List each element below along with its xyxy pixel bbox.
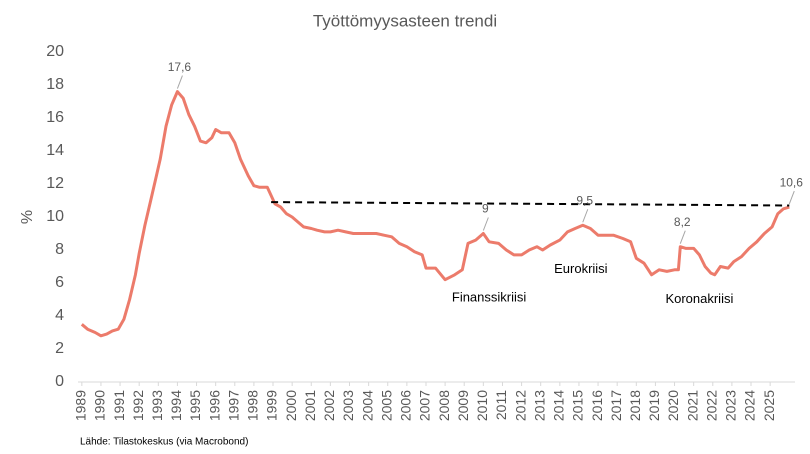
y-tick-label: 16 xyxy=(46,109,64,126)
leader-line xyxy=(176,75,183,89)
x-tick-label: 2024 xyxy=(742,390,758,421)
x-tick-label: 1998 xyxy=(245,390,261,421)
x-tick-label: 1999 xyxy=(264,390,280,421)
x-tick-label: 1995 xyxy=(187,390,203,421)
x-tick-label: 2003 xyxy=(340,390,356,421)
leader-line xyxy=(679,230,686,244)
x-tick-label: 2021 xyxy=(684,390,700,421)
y-tick-label: 10 xyxy=(46,208,64,225)
x-tick-label: 2000 xyxy=(283,390,299,421)
note: Eurokriisi xyxy=(554,261,608,276)
annotation: 17,6 xyxy=(168,60,192,74)
x-tick-label: 1997 xyxy=(225,390,241,421)
x-tick-label: 2012 xyxy=(512,390,528,421)
y-tick-label: 20 xyxy=(46,43,64,60)
x-tick-label: 2005 xyxy=(378,390,394,421)
y-tick-label: 12 xyxy=(46,175,64,192)
x-tick-label: 2008 xyxy=(436,390,452,421)
annotation: 10,6 xyxy=(780,175,804,189)
x-tick-label: 2001 xyxy=(302,390,318,421)
x-tick-label: 2004 xyxy=(359,390,375,421)
x-tick-label: 2025 xyxy=(761,390,777,421)
annotation: 9 xyxy=(482,202,489,216)
note: Koronakriisi xyxy=(665,291,733,306)
x-tick-label: 2018 xyxy=(627,390,643,421)
x-tick-label: 1994 xyxy=(168,390,184,421)
x-tick-label: 2020 xyxy=(665,390,681,421)
x-tick-label: 2022 xyxy=(703,390,719,421)
y-tick-label: 18 xyxy=(46,76,64,93)
x-tick-label: 2013 xyxy=(531,390,547,421)
x-tick-label: 2006 xyxy=(398,390,414,421)
x-tick-label: 2007 xyxy=(417,390,433,421)
x-tick-label: 2014 xyxy=(551,390,567,421)
x-tick-label: 1992 xyxy=(130,390,146,421)
x-tick-label: 1996 xyxy=(206,390,222,421)
x-tick-label: 2019 xyxy=(646,390,662,421)
x-tick-label: 1993 xyxy=(149,390,165,421)
x-tick-label: 1991 xyxy=(111,390,127,421)
y-tick-label: 4 xyxy=(55,307,64,324)
y-tick-label: 0 xyxy=(55,373,64,390)
x-tick-label: 2010 xyxy=(474,390,490,421)
x-tick-label: 1990 xyxy=(92,390,108,421)
x-tick-label: 2009 xyxy=(455,390,471,421)
x-tick-label: 2017 xyxy=(608,390,624,421)
x-tick-label: 2015 xyxy=(570,390,586,421)
annotation: 8,2 xyxy=(674,215,691,229)
annotation: 9,5 xyxy=(576,193,593,207)
x-tick-label: 2011 xyxy=(493,390,509,420)
y-tick-label: 8 xyxy=(55,241,64,258)
chart-title: Työttömyysasteen trendi xyxy=(313,11,497,30)
y-tick-label: 6 xyxy=(55,274,64,291)
y-axis-label: % xyxy=(19,210,36,224)
trend-line xyxy=(271,201,790,207)
source: Lähde: Tilastokeskus (via Macrobond) xyxy=(80,437,248,448)
leader-line xyxy=(582,209,589,223)
x-tick-label: 2023 xyxy=(723,390,739,421)
y-tick-label: 2 xyxy=(55,340,64,357)
leader-line xyxy=(788,190,795,205)
x-tick-label: 1989 xyxy=(73,390,89,421)
x-tick-label: 2002 xyxy=(321,390,337,421)
y-tick-label: 14 xyxy=(46,142,64,159)
note: Finanssikriisi xyxy=(452,289,527,304)
leader-line xyxy=(482,217,489,231)
x-tick-label: 2016 xyxy=(589,390,605,421)
data-line xyxy=(80,90,790,338)
